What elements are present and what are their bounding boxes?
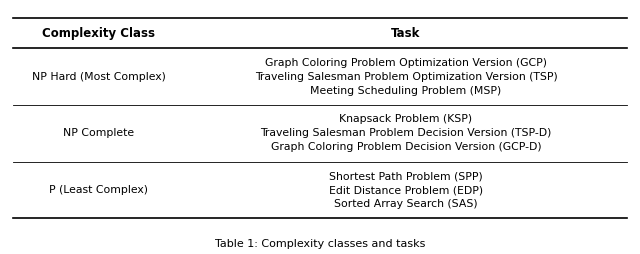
Text: Task: Task: [391, 26, 420, 40]
Text: Knapsack Problem (KSP)
Traveling Salesman Problem Decision Version (TSP-D)
Graph: Knapsack Problem (KSP) Traveling Salesma…: [260, 114, 552, 152]
Text: NP Hard (Most Complex): NP Hard (Most Complex): [32, 72, 166, 82]
Text: Complexity Class: Complexity Class: [42, 26, 156, 40]
Text: Graph Coloring Problem Optimization Version (GCP)
Traveling Salesman Problem Opt: Graph Coloring Problem Optimization Vers…: [255, 58, 557, 96]
Text: P (Least Complex): P (Least Complex): [49, 185, 148, 195]
Text: NP Complete: NP Complete: [63, 128, 134, 138]
Text: Table 1: Complexity classes and tasks: Table 1: Complexity classes and tasks: [215, 239, 425, 249]
Text: Shortest Path Problem (SPP)
Edit Distance Problem (EDP)
Sorted Array Search (SAS: Shortest Path Problem (SPP) Edit Distanc…: [329, 171, 483, 209]
